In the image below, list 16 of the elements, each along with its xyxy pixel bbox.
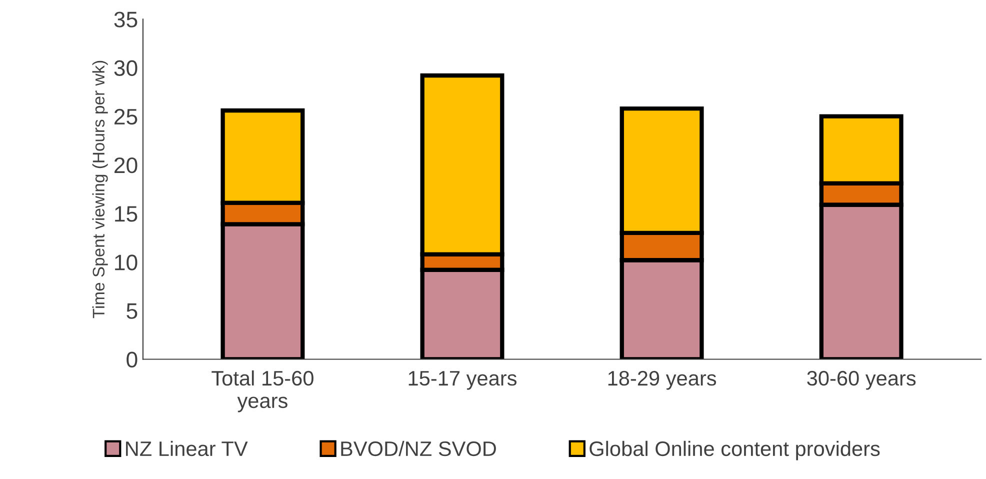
legend-label: Global Online content providers: [590, 440, 880, 460]
y-tick-label: 30: [114, 60, 138, 76]
x-tick-label: 18-29 years: [608, 370, 716, 390]
y-tick-label: 10: [115, 254, 138, 270]
legend-label: BVOD/NZ SVOD: [341, 440, 496, 456]
y-tick-label: 35: [114, 12, 138, 28]
y-tick-label: 25: [114, 108, 138, 125]
legend-label: NZ Linear TV: [126, 440, 248, 456]
x-tick-label: 30-60 years: [807, 370, 916, 390]
y-tick-label: 20: [114, 157, 138, 174]
y-axis-title: Time Spent viewing (Hours per wk): [92, 60, 108, 318]
x-tick-label: Total 15-60 years: [212, 370, 314, 412]
y-tick-label: 0: [126, 352, 138, 368]
x-tick-label: 15-17 years: [408, 371, 517, 390]
y-tick-label: 5: [126, 303, 138, 319]
y-tick-label: 15: [115, 206, 138, 222]
